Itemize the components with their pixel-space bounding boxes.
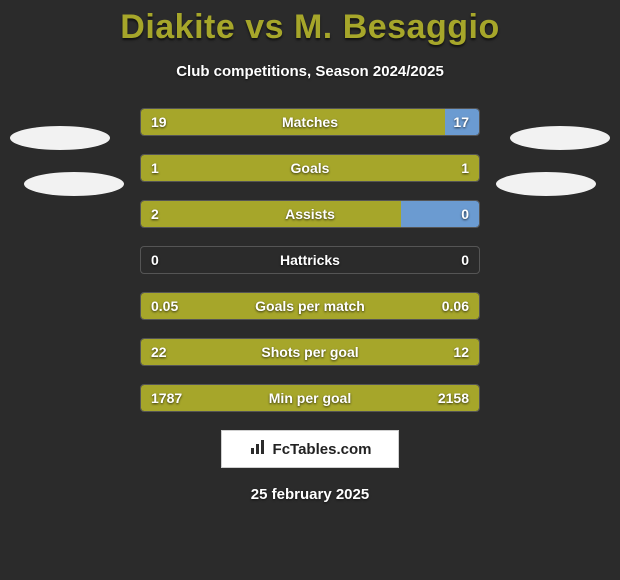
stat-row-min-per-goal: 1787 Min per goal 2158 <box>140 384 480 412</box>
stat-value-left: 0 <box>151 252 159 268</box>
stat-label: Assists <box>285 206 335 222</box>
stat-row-hattricks: 0 Hattricks 0 <box>140 246 480 274</box>
stat-label: Min per goal <box>269 390 351 406</box>
team-oval-left-1 <box>10 126 110 150</box>
stat-value-left: 19 <box>151 114 167 130</box>
stat-value-right: 12 <box>453 344 469 360</box>
chart-icon <box>249 438 267 461</box>
stat-value-left: 2 <box>151 206 159 222</box>
stat-row-assists: 2 Assists 0 <box>140 200 480 228</box>
stat-value-left: 1787 <box>151 390 182 406</box>
stat-value-right: 0.06 <box>442 298 469 314</box>
stat-row-matches: 19 Matches 17 <box>140 108 480 136</box>
stat-row-shots-per-goal: 22 Shots per goal 12 <box>140 338 480 366</box>
stat-fill-left <box>141 201 401 227</box>
stat-label: Matches <box>282 114 338 130</box>
stat-value-right: 0 <box>461 206 469 222</box>
brand-text: FcTables.com <box>273 441 372 458</box>
brand-box[interactable]: FcTables.com <box>221 430 399 468</box>
stat-label: Shots per goal <box>261 344 358 360</box>
stat-value-left: 22 <box>151 344 167 360</box>
page-subtitle: Club competitions, Season 2024/2025 <box>0 63 620 80</box>
stat-value-left: 1 <box>151 160 159 176</box>
stat-label: Hattricks <box>280 252 340 268</box>
stat-value-right: 0 <box>461 252 469 268</box>
stat-row-goals-per-match: 0.05 Goals per match 0.06 <box>140 292 480 320</box>
stat-value-right: 17 <box>453 114 469 130</box>
date-text: 25 february 2025 <box>0 486 620 503</box>
stat-value-right: 2158 <box>438 390 469 406</box>
stat-row-goals: 1 Goals 1 <box>140 154 480 182</box>
stat-label: Goals <box>291 160 330 176</box>
team-oval-right-1 <box>510 126 610 150</box>
team-oval-left-2 <box>24 172 124 196</box>
stat-label: Goals per match <box>255 298 365 314</box>
team-oval-right-2 <box>496 172 596 196</box>
stat-value-right: 1 <box>461 160 469 176</box>
comparison-chart: 19 Matches 17 1 Goals 1 2 Assists 0 0 Ha… <box>140 108 480 412</box>
stat-value-left: 0.05 <box>151 298 178 314</box>
page-title: Diakite vs M. Besaggio <box>0 0 620 47</box>
